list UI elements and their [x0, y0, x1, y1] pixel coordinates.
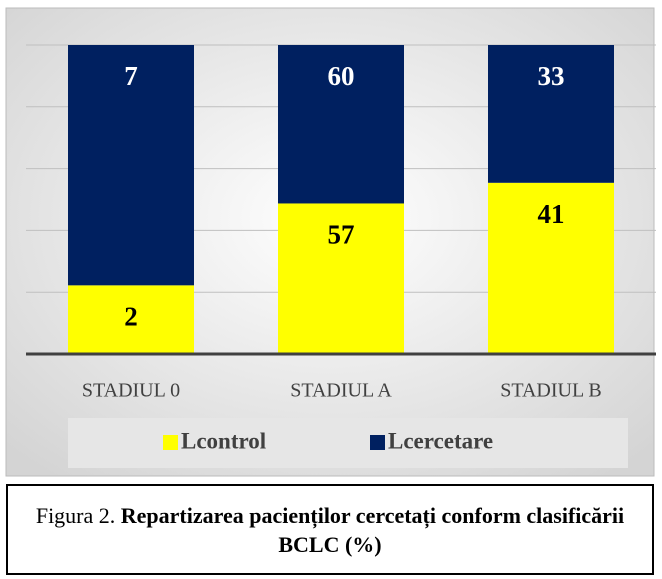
legend-label: Lcontrol	[181, 428, 266, 453]
legend-box	[68, 418, 628, 468]
value-label: 41	[538, 199, 565, 229]
bar-segment	[488, 182, 614, 354]
caption: Figura 2. Repartizarea pacienților cerce…	[6, 484, 654, 575]
legend-swatch	[163, 435, 178, 450]
caption-prefix: Figura 2.	[35, 503, 116, 528]
bar-segment	[68, 45, 194, 286]
value-label: 7	[124, 61, 138, 91]
chart: 2 7 STADIUL 0 57 60 STADIUL A 41 33 STADIUL B Lco…	[5, 7, 656, 477]
legend-swatch	[370, 435, 385, 450]
caption-title: Repartizarea pacienților cercetați confo…	[120, 503, 625, 557]
x-tick-label: STADIUL B	[500, 380, 602, 402]
bar-segment	[278, 203, 404, 354]
bar-segment	[68, 285, 194, 354]
value-label: 33	[538, 61, 565, 91]
value-label: 57	[328, 220, 355, 250]
x-tick-label: STADIUL A	[290, 380, 392, 402]
bar-segment	[278, 45, 404, 204]
legend-label: Lcercetare	[388, 428, 493, 453]
value-label: 2	[124, 302, 138, 332]
value-label: 60	[328, 61, 355, 91]
bar-segment	[488, 45, 614, 183]
x-tick-label: STADIUL 0	[82, 380, 180, 402]
